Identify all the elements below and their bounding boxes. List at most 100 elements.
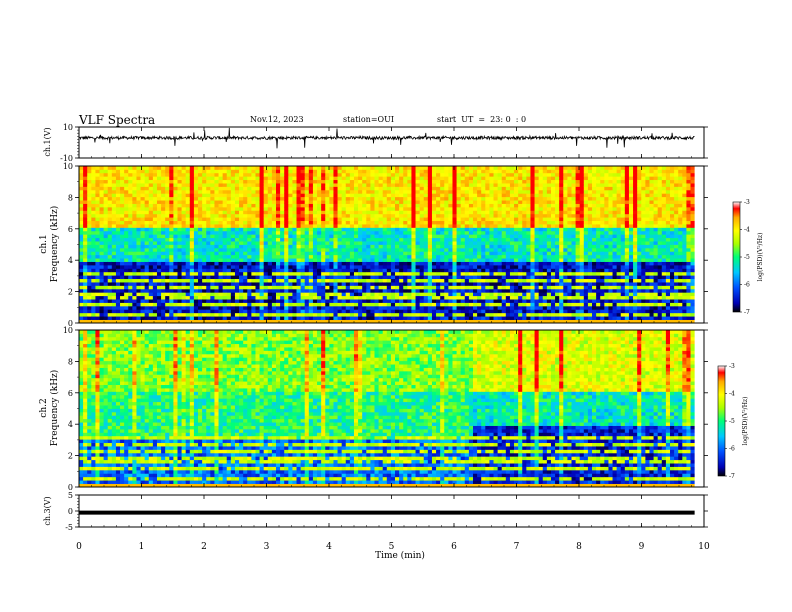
spectrogram-cell: [79, 241, 84, 245]
spectrogram-cell: [260, 279, 265, 283]
spectrogram-cell: [255, 241, 259, 245]
spectrogram-cell: [481, 268, 486, 272]
spectrogram-cell: [153, 296, 158, 300]
spectrogram-cell: [297, 245, 302, 249]
spectrogram-cell: [506, 279, 511, 283]
spectrogram-cell: [235, 285, 240, 289]
spectrogram-cell: [165, 207, 170, 211]
spectrogram-cell: [112, 166, 117, 170]
spectrogram-cell: [182, 176, 187, 180]
spectrogram-cell: [362, 207, 367, 211]
spectrogram-cell: [432, 214, 437, 218]
spectrogram-cell: [239, 210, 244, 214]
spectrogram-cell: [264, 265, 269, 269]
spectrogram-cell: [272, 265, 277, 269]
spectrogram-cell: [399, 197, 404, 201]
spectrogram-cell: [436, 289, 441, 293]
spectrogram-cell: [370, 231, 375, 235]
spectrogram-cell: [387, 173, 392, 177]
spectrogram-cell: [202, 221, 207, 225]
spectrogram-cell: [329, 255, 334, 259]
spectrogram-cell: [424, 275, 429, 279]
spectrogram-cell: [387, 262, 392, 266]
spectrogram-cell: [100, 197, 105, 201]
spectrogram-cell: [219, 207, 224, 211]
spectrogram-cell: [280, 166, 285, 170]
spectrogram-cell: [128, 316, 133, 320]
spectrogram-cell: [251, 279, 256, 283]
spectrogram-cell: [178, 275, 183, 279]
spectrogram-cell: [403, 231, 408, 235]
spectrogram-cell: [272, 183, 277, 187]
spectrogram-cell: [186, 289, 191, 293]
spectrogram-cell: [153, 193, 158, 197]
spectrogram-cell: [354, 251, 359, 255]
spectrogram-cell: [239, 204, 244, 208]
spectrogram-cell: [333, 296, 338, 300]
spectrogram-cell: [194, 251, 199, 255]
spectrogram-cell: [436, 265, 441, 269]
spectrogram-cell: [292, 166, 297, 170]
spectrogram-cell: [317, 245, 322, 249]
spectrogram-cell: [379, 285, 384, 289]
spectrogram-cell: [416, 296, 421, 300]
spectrogram-cell: [411, 190, 416, 194]
spectrogram-cell: [132, 262, 137, 266]
spectrogram-cell: [428, 306, 433, 310]
spectrogram-cell: [83, 251, 88, 255]
spectrogram-cell: [416, 186, 421, 190]
spectrogram-cell: [161, 272, 166, 276]
spectrogram-cell: [428, 173, 433, 177]
spectrogram-cell: [182, 313, 187, 317]
spectrogram-cell: [145, 268, 150, 272]
spectrogram-cell: [141, 200, 146, 204]
spectrogram-cell: [375, 303, 380, 307]
spectrogram-cell: [395, 183, 400, 187]
spectrogram-cell: [383, 221, 388, 225]
spectrogram-cell: [276, 258, 281, 262]
spectrogram-cell: [309, 183, 314, 187]
spectrogram-cell: [411, 204, 416, 208]
spectrogram-cell: [272, 272, 277, 276]
spectrogram-cell: [235, 241, 240, 245]
spectrogram-cell: [149, 169, 154, 173]
spectrogram-cell: [83, 190, 88, 194]
spectrogram-cell: [313, 221, 318, 225]
spectrogram-cell: [370, 262, 375, 266]
spectrogram-cell: [153, 251, 158, 255]
spectrogram-cell: [255, 245, 259, 249]
spectrogram-cell: [485, 193, 490, 197]
spectrogram-cell: [375, 258, 380, 262]
spectrogram-cell: [448, 255, 453, 259]
spectrogram-cell: [83, 272, 88, 276]
spectrogram-cell: [498, 289, 503, 293]
spectrogram-cell: [444, 214, 449, 218]
spectrogram-cell: [190, 251, 195, 255]
spectrogram-cell: [469, 289, 474, 293]
spectrogram-cell: [403, 316, 408, 320]
spectrogram-cell: [407, 255, 412, 259]
spectrogram-cell: [494, 272, 499, 276]
spectrogram-cell: [338, 282, 343, 286]
spectrogram-cell: [403, 227, 408, 231]
spectrogram-cell: [338, 275, 343, 279]
spectrogram-cell: [379, 309, 384, 313]
spectrogram-cell: [489, 248, 494, 252]
spectrogram-cell: [489, 245, 494, 249]
spectrogram-cell: [132, 197, 137, 201]
spectrogram-cell: [276, 214, 281, 218]
spectrogram-cell: [112, 224, 117, 228]
spectrogram-cell: [128, 176, 133, 180]
spectrogram-cell: [91, 279, 96, 283]
spectrogram-cell: [366, 279, 371, 283]
spectrogram-cell: [432, 197, 437, 201]
spectrogram-cell: [268, 180, 273, 184]
spectrogram-cell: [83, 176, 88, 180]
spectrogram-cell: [297, 183, 302, 187]
spectrogram-cell: [116, 204, 121, 208]
spectrogram-cell: [452, 193, 457, 197]
spectrogram-cell: [284, 265, 289, 269]
spectrogram-cell: [313, 268, 318, 272]
spectrogram-cell: [161, 275, 166, 279]
spectrogram-cell: [338, 245, 343, 249]
